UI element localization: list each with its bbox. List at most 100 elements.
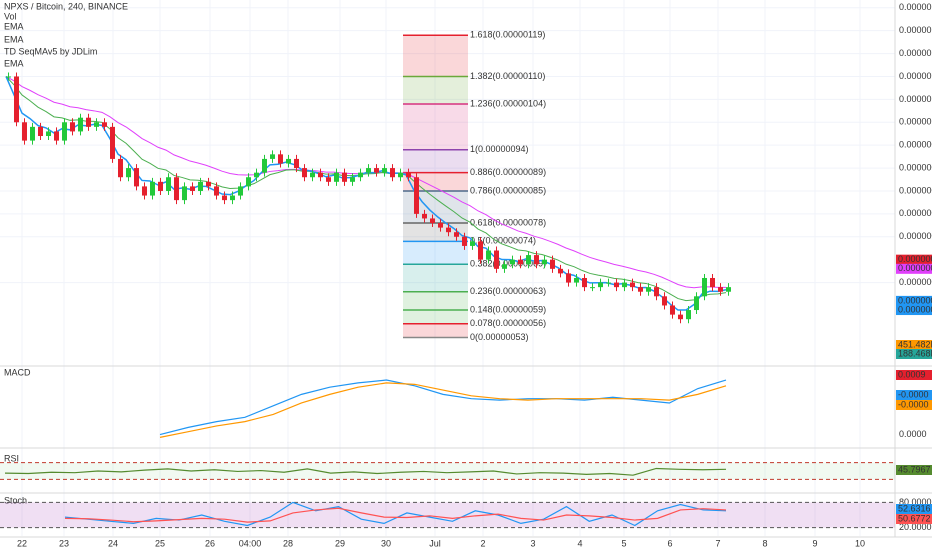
candle: [326, 177, 331, 182]
candle: [190, 186, 195, 191]
candle: [94, 122, 99, 127]
time-label: 5: [621, 538, 626, 548]
candle: [38, 126, 43, 137]
fib-label: 1(0.00000094): [470, 144, 529, 154]
candle: [110, 126, 115, 159]
candle: [614, 282, 619, 288]
candle: [702, 277, 707, 297]
candle: [430, 218, 435, 224]
axis-label: 20.0000: [899, 522, 932, 532]
candle: [654, 287, 659, 297]
candle: [366, 168, 371, 173]
candle: [622, 282, 627, 288]
candle: [30, 126, 35, 141]
candle: [78, 117, 83, 132]
candle: [558, 268, 563, 274]
fib-label: 0.078(0.00000056): [470, 318, 546, 328]
ema-line: [5, 76, 727, 302]
candle: [550, 259, 555, 269]
fib-label: 1.618(0.00000119): [470, 30, 545, 40]
price-tag-label: 0.0009: [898, 369, 926, 379]
price-label: 0.00000090: [899, 162, 932, 172]
candle: [438, 223, 443, 228]
axis-label: 0.0000: [899, 429, 927, 439]
candle: [334, 172, 339, 182]
time-label: 23: [59, 538, 69, 548]
candle: [142, 186, 147, 196]
rsi-band: [0, 462, 895, 480]
candle: [174, 177, 179, 201]
candle: [342, 172, 347, 182]
fib-band: [403, 291, 468, 311]
candle: [494, 250, 499, 269]
candle: [662, 296, 667, 306]
fib-band: [403, 241, 468, 265]
candle: [718, 287, 723, 292]
candle: [510, 259, 515, 265]
candle: [62, 122, 67, 141]
price-tag: [896, 465, 932, 475]
price-label: 0.00000080: [899, 208, 932, 218]
candle: [158, 181, 163, 191]
candle: [238, 186, 243, 196]
price-tag: [896, 340, 932, 350]
price-label: 0.00000065: [899, 277, 932, 287]
candle: [390, 168, 395, 178]
time-label: 9: [812, 538, 817, 548]
price-tag: [896, 390, 932, 400]
candle: [462, 236, 467, 246]
time-label: 26: [205, 538, 215, 548]
candle: [534, 255, 539, 265]
time-label: 10: [855, 538, 865, 548]
candle: [206, 181, 211, 187]
fib-label: 0(0.00000053): [470, 332, 529, 342]
price-label: 0.00000120: [899, 25, 932, 35]
price-tag-label: 0.00000061: [898, 304, 932, 314]
candle: [126, 168, 131, 178]
candle: [254, 172, 259, 178]
pane-title: Stoch: [4, 495, 27, 505]
candle: [102, 122, 107, 127]
candle: [358, 172, 363, 178]
price-tag: [896, 263, 932, 274]
candle: [518, 259, 523, 265]
fib-label: 1.236(0.00000104): [470, 98, 546, 108]
candle: [182, 186, 187, 201]
candle: [710, 277, 715, 288]
time-label: 22: [17, 538, 27, 548]
price-label: 0.00000115: [899, 48, 932, 58]
time-label: 24: [108, 538, 118, 548]
fib-band: [403, 103, 468, 150]
candle: [262, 158, 267, 173]
time-label: 04:00: [239, 538, 262, 548]
price-tag-label: 0.00000070: [898, 254, 932, 264]
candle: [278, 154, 283, 164]
indicator-label: TD SeqMAv5 by JDLim: [4, 46, 97, 56]
candle: [166, 177, 171, 191]
candle: [582, 277, 587, 288]
price-tag: [896, 295, 932, 306]
price-label: 0.00000085: [899, 185, 932, 195]
candle: [302, 168, 307, 178]
candle: [86, 117, 91, 127]
candle: [286, 158, 291, 164]
candle: [590, 287, 595, 289]
price-tag-label: 45.7967: [898, 464, 931, 474]
fib-band: [403, 323, 468, 338]
candle: [422, 213, 427, 219]
candle: [46, 131, 51, 137]
candle: [630, 282, 635, 288]
candle: [414, 177, 419, 214]
candle: [318, 172, 323, 178]
price-label: 0.00000100: [899, 117, 932, 127]
time-label: 4: [577, 538, 582, 548]
time-label: 7: [715, 538, 720, 548]
indicator-line: [159, 382, 727, 438]
pane-title: MACD: [4, 367, 31, 377]
price-tag-label: -0.0000: [898, 389, 929, 399]
fib-label: 0.886(0.00000089): [470, 167, 546, 177]
price-tag: [896, 349, 932, 359]
candle: [678, 314, 683, 320]
candle: [638, 287, 643, 292]
fib-label: 0.382(0.00000069): [470, 259, 546, 269]
